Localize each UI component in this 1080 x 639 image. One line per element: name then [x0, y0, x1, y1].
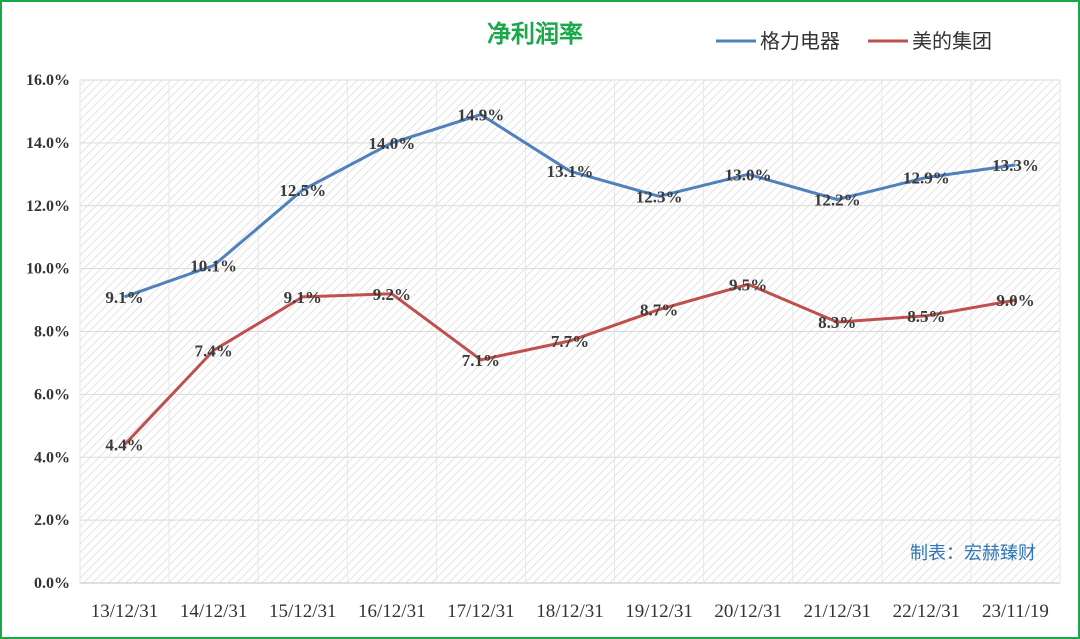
credit-text: 制表：宏赫臻财 [910, 543, 1036, 564]
data-label: 9.5% [729, 275, 767, 294]
y-tick-label: 6.0% [34, 386, 70, 403]
data-label: 14.0% [368, 134, 415, 153]
x-tick-label: 15/12/31 [269, 601, 337, 622]
y-tick-label: 12.0% [26, 198, 70, 215]
chart-title: 净利润率 [487, 20, 583, 48]
data-label: 12.5% [279, 181, 326, 200]
legend-label-1: 格力电器 [760, 29, 840, 53]
data-label: 7.4% [195, 341, 233, 360]
x-tick-label: 20/12/31 [714, 601, 782, 622]
data-label: 4.4% [105, 436, 143, 455]
series-line-2 [123, 282, 1016, 446]
data-label: 9.0% [996, 291, 1034, 310]
data-label: 12.9% [903, 168, 950, 187]
y-tick-label: 16.0% [26, 72, 70, 89]
x-tick-label: 22/12/31 [893, 601, 961, 622]
data-label: 7.7% [551, 332, 589, 351]
x-tick-label: 16/12/31 [358, 601, 426, 622]
data-label: 8.3% [818, 313, 856, 332]
data-label: 14.9% [458, 106, 505, 125]
data-label: 9.1% [284, 288, 322, 307]
x-tick-label: 17/12/31 [447, 601, 515, 622]
y-tick-label: 14.0% [26, 135, 70, 152]
x-tick-label: 14/12/31 [180, 601, 248, 622]
x-tick-label: 21/12/31 [803, 601, 871, 622]
x-axis-ticks: 13/12/31 14/12/31 15/12/31 16/12/31 17/12/31… [91, 601, 1049, 622]
y-tick-label: 8.0% [34, 324, 70, 341]
x-tick-label: 18/12/31 [536, 601, 604, 622]
y-axis-ticks: 0.0% 2.0% 4.0% 6.0% 8.0% 10.0% 12.0% 14.0% 16.0% [26, 72, 70, 592]
data-label: 9.1% [105, 288, 143, 307]
x-tick-label: 13/12/31 [91, 601, 159, 622]
y-tick-label: 0.0% [34, 575, 70, 592]
y-tick-label: 4.0% [34, 449, 70, 466]
x-tick-label: 19/12/31 [625, 601, 693, 622]
data-label: 13.3% [992, 156, 1039, 175]
data-labels: 9.1% 10.1% 12.5% 14.0% 14.9% 13.1% 12.3% 13.0% 1… [105, 106, 1038, 455]
data-label: 13.1% [547, 162, 594, 181]
series-lines [123, 113, 1016, 446]
data-label: 8.5% [907, 307, 945, 326]
data-label: 9.2% [373, 285, 411, 304]
data-label: 12.2% [814, 190, 861, 209]
data-label: 13.0% [725, 165, 772, 184]
data-label: 8.7% [640, 300, 678, 319]
gridlines [79, 79, 1061, 584]
data-label: 7.1% [462, 351, 500, 370]
y-tick-label: 2.0% [34, 512, 70, 529]
data-label: 10.1% [190, 256, 237, 275]
x-tick-label: 23/11/19 [982, 601, 1049, 622]
y-tick-label: 10.0% [26, 261, 70, 278]
series-line-1 [124, 113, 1016, 299]
legend-label-2: 美的集团 [912, 29, 992, 53]
data-label: 12.3% [636, 187, 683, 206]
legend: 格力电器 美的集团 [716, 29, 992, 53]
